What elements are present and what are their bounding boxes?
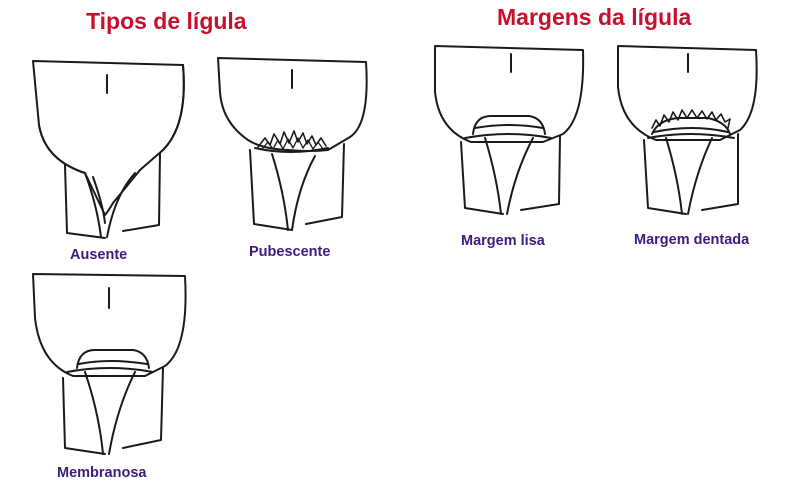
caption-pubescente: Pubescente	[249, 244, 331, 260]
ligule-membranous-drawing	[32, 273, 187, 455]
ligule-pubescent-drawing	[217, 57, 368, 231]
title-margens-da-ligula: Margens da lígula	[497, 4, 692, 30]
caption-margem-dentada: Margem dentada	[634, 232, 750, 248]
title-tipos-de-ligula: Tipos de lígula	[86, 8, 247, 34]
ligule-toothed-margin-drawing	[617, 45, 758, 215]
caption-margem-lisa: Margem lisa	[461, 233, 545, 249]
caption-membranosa: Membranosa	[57, 465, 147, 481]
ligule-absent-drawing	[32, 60, 185, 239]
caption-ausente: Ausente	[70, 247, 128, 263]
ligule-smooth-margin-drawing	[434, 45, 585, 215]
